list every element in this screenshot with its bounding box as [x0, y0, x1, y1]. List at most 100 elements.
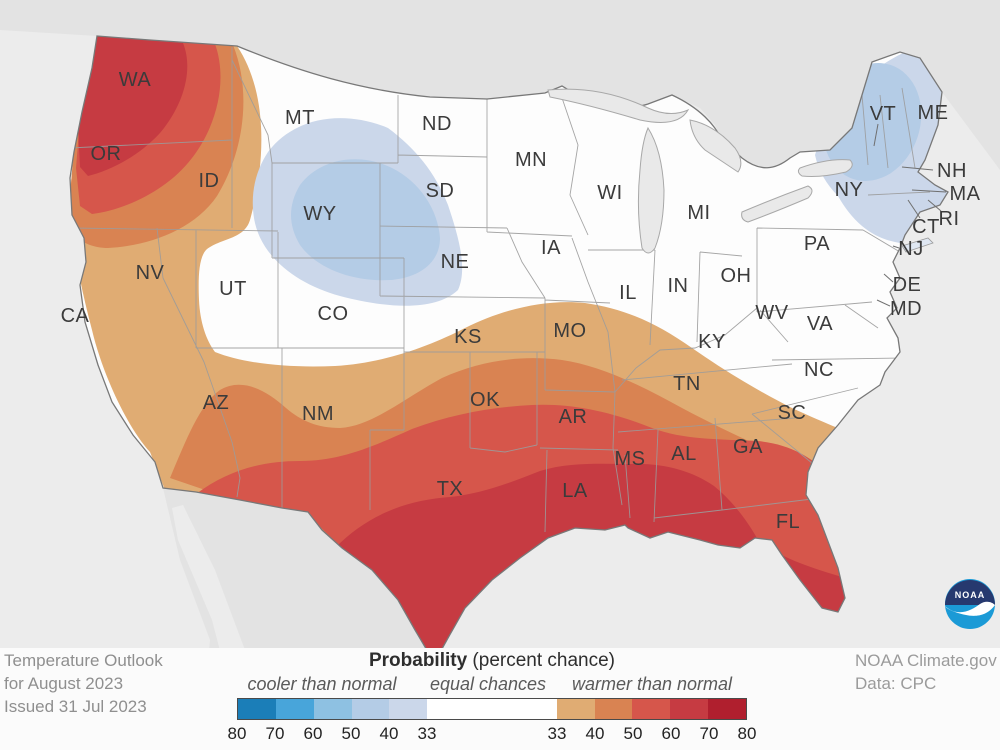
state-borders: [70, 47, 931, 533]
lake-huron: [689, 119, 742, 173]
legend-tick-cool-50: 50: [341, 724, 361, 743]
legend-swatch-warm-70: [708, 699, 746, 719]
attribution-line-2: for August 2023: [4, 674, 124, 693]
state-label-KS: KS: [454, 326, 482, 348]
contour-cool-40-west: [291, 159, 440, 281]
legend-title-bold: Probability: [368, 650, 468, 671]
leader-line-CT: [907, 199, 921, 219]
state-label-NC: NC: [804, 359, 834, 381]
legend-category-cooler: cooler than normal: [247, 674, 397, 694]
state-label-NJ: NJ: [898, 238, 923, 260]
canada-landmass: [0, 0, 1000, 172]
state-label-SD: SD: [426, 180, 455, 202]
state-label-UT: UT: [219, 278, 247, 300]
legend-swatch-cool-70: [275, 699, 314, 719]
lake-superior: [547, 88, 690, 123]
state-label-MO: MO: [553, 320, 586, 342]
state-label-WI: WI: [597, 182, 622, 204]
noaa-logo-sky: [945, 580, 995, 605]
leader-line-NH: [901, 166, 934, 171]
legend-swatch-equal-chances: [427, 699, 557, 719]
state-label-CO: CO: [318, 303, 349, 325]
state-label-CT: CT: [912, 216, 940, 238]
state-label-RI: RI: [939, 208, 960, 230]
leader-line-DE: [883, 273, 894, 283]
legend-swatch-warm-33: [556, 699, 595, 719]
state-label-IA: IA: [541, 237, 561, 259]
legend-tick-warm-70: 70: [699, 724, 719, 743]
state-label-MD: MD: [890, 298, 922, 320]
state-label-CA: CA: [61, 305, 90, 327]
legend-tick-cool-70: 70: [265, 724, 285, 743]
legend-swatch-warm-50: [632, 699, 671, 719]
long-island: [901, 237, 934, 253]
state-label-VT: VT: [870, 103, 897, 125]
state-label-NE: NE: [441, 251, 470, 273]
credit-data: Data: CPC: [855, 674, 937, 693]
state-label-NY: NY: [835, 179, 864, 201]
leader-line-NJ: [892, 245, 900, 249]
legend-tick-warm-60: 60: [661, 724, 681, 743]
state-label-IL: IL: [619, 282, 637, 304]
legend-tick-warm-33: 33: [547, 724, 567, 743]
state-label-ID: ID: [199, 170, 220, 192]
legend-swatch-warm-40: [594, 699, 633, 719]
legend-color-bar: [237, 698, 747, 720]
state-label-NM: NM: [302, 403, 334, 425]
state-label-WV: WV: [755, 302, 788, 324]
noaa-logo-seagull: [945, 601, 995, 616]
state-label-DE: DE: [893, 274, 922, 296]
legend-tick-warm-80: 80: [737, 724, 757, 743]
state-label-ND: ND: [422, 113, 452, 135]
state-label-AZ: AZ: [203, 392, 230, 414]
state-label-AR: AR: [559, 406, 588, 428]
legend-tick-cool-80: 80: [227, 724, 247, 743]
state-label-PA: PA: [804, 233, 830, 255]
legend-tick-warm-40: 40: [585, 724, 605, 743]
lake-michigan: [637, 126, 665, 254]
state-label-NH: NH: [937, 160, 967, 182]
state-label-GA: GA: [733, 436, 763, 458]
leader-line-RI: [927, 199, 942, 212]
state-label-OK: OK: [470, 389, 500, 411]
great-lakes: [547, 88, 853, 254]
state-label-OR: OR: [91, 143, 122, 165]
credit-source: NOAA Climate.gov: [855, 651, 997, 670]
legend-tick-warm-50: 50: [623, 724, 643, 743]
state-leader-lines: [873, 123, 947, 307]
attribution-line-1: Temperature Outlook: [4, 651, 163, 670]
noaa-logo-text: NOAA: [955, 590, 986, 600]
state-label-ME: ME: [918, 102, 949, 124]
state-label-MI: MI: [687, 202, 710, 224]
state-label-SC: SC: [778, 402, 807, 424]
legend-swatch-cool-40: [389, 699, 428, 719]
legend-category-equal: equal chances: [429, 674, 547, 694]
leader-line-VT: [873, 123, 879, 147]
legend-category-warmer: warmer than normal: [571, 674, 733, 694]
state-label-NV: NV: [136, 262, 165, 284]
legend-swatch-cool-50: [351, 699, 390, 719]
map-credit: NOAA Climate.gov Data: CPC: [855, 649, 997, 695]
state-label-MT: MT: [285, 107, 315, 129]
state-label-VA: VA: [807, 313, 833, 335]
attribution-line-3: Issued 31 Jul 2023: [4, 697, 147, 716]
legend-title: Probability (percent chance): [237, 650, 747, 672]
state-label-MA: MA: [950, 183, 981, 205]
legend-title-rest: (percent chance): [467, 650, 616, 671]
state-label-KY: KY: [698, 331, 726, 353]
legend-swatch-cool-80: [238, 699, 276, 719]
state-labels: WA OR ID MT WY CO NM AZ UT NV CA ND SD NE KS OK TX MN IA MO…: [61, 69, 981, 533]
lake-erie: [741, 185, 813, 223]
state-label-FL: FL: [776, 511, 800, 533]
state-label-WA: WA: [119, 69, 152, 91]
lake-ontario: [797, 159, 853, 177]
state-label-IN: IN: [668, 275, 689, 297]
legend-tick-cool-33: 33: [417, 724, 437, 743]
state-label-MN: MN: [515, 149, 547, 171]
map-attribution: Temperature Outlook for August 2023 Issu…: [4, 649, 163, 718]
legend-swatch-warm-60: [670, 699, 709, 719]
legend-swatch-cool-60: [313, 699, 352, 719]
legend-tick-cool-40: 40: [379, 724, 399, 743]
